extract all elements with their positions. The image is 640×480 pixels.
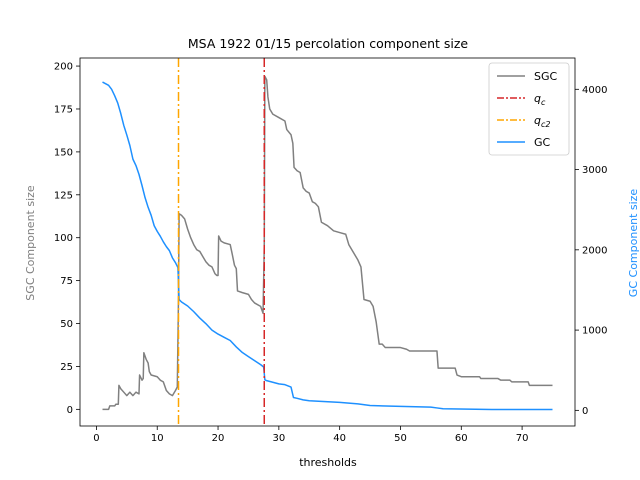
y-left-tick-label-200: 200: [54, 62, 73, 73]
y-right-tick-label-2000: 2000: [582, 245, 607, 256]
x-axis-title: thresholds: [299, 456, 357, 469]
x-tick-label-30: 30: [272, 433, 285, 444]
legend-box: [488, 62, 570, 156]
legend-label-3: GC: [534, 136, 551, 149]
axes: 0 10 20 30 40 50 60 700255075100125150175200010…: [54, 57, 607, 444]
y-axis-right-title: GC Component size: [627, 189, 640, 298]
y-axis-left-title: SGC Component size: [24, 185, 37, 301]
y-left-tick-label-25: 25: [60, 362, 73, 373]
y-right-tick-label-0: 0: [582, 406, 588, 417]
x-tick-label-0: 0: [93, 433, 99, 444]
y-left-tick-label-75: 75: [60, 276, 73, 287]
y-left-tick-label-150: 150: [54, 147, 73, 158]
legend-label-0: SGC: [534, 70, 558, 83]
plot-area: [102, 58, 553, 426]
legend-label-1: qc: [534, 92, 546, 107]
y-right-tick-label-4000: 4000: [582, 85, 607, 96]
x-tick-label-60: 60: [455, 433, 468, 444]
legend: SGC qc qc2 GC: [488, 62, 570, 156]
y-right-tick-label-1000: 1000: [582, 326, 607, 337]
y-left-tick-label-125: 125: [54, 190, 73, 201]
x-tick-label-20: 20: [212, 433, 225, 444]
series-line-sgc: [102, 75, 553, 411]
series-line-gc: [102, 81, 553, 411]
x-tick-label-70: 70: [516, 433, 529, 444]
chart-title: MSA 1922 01/15 percolation component siz…: [188, 36, 469, 51]
x-tick-label-10: 10: [151, 433, 164, 444]
y-left-tick-label-50: 50: [60, 319, 73, 330]
plot-frame: [79, 57, 576, 427]
y-left-tick-label-175: 175: [54, 104, 73, 115]
y-left-tick-label-0: 0: [67, 405, 73, 416]
y-right-tick-label-3000: 3000: [582, 165, 607, 176]
y-left-tick-label-100: 100: [54, 233, 73, 244]
plot-series: [102, 58, 553, 426]
x-tick-label-40: 40: [333, 433, 346, 444]
legend-label-2: qc2: [534, 114, 550, 129]
x-tick-label-50: 50: [394, 433, 407, 444]
